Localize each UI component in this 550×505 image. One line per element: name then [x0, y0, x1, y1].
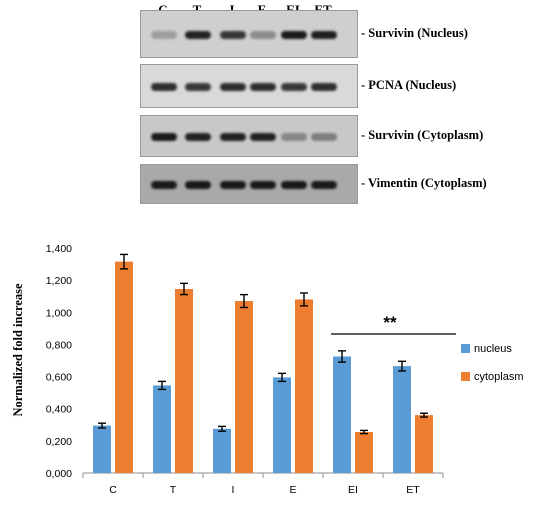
bar-cytoplasm-et	[415, 415, 433, 473]
legend-swatch-cytoplasm	[461, 372, 470, 381]
bar-nucleus-c	[93, 425, 111, 473]
blot-band	[220, 181, 246, 189]
y-tick-label: 0,200	[46, 436, 72, 448]
blot-band	[281, 31, 307, 39]
blot-band	[311, 83, 337, 91]
y-tick-label: 1,000	[46, 307, 72, 319]
bar-cytoplasm-i	[235, 301, 253, 473]
y-tick-label: 0,800	[46, 339, 72, 351]
y-axis-ticks: 0,000 0,200 0,400 0,600 0,800 1,000 1,200 1,400	[46, 243, 72, 480]
blot-band	[311, 133, 337, 141]
bar-nucleus-et	[393, 366, 411, 473]
blot-band	[281, 133, 307, 141]
blot-panel-1	[140, 10, 358, 58]
bar-nucleus-t	[153, 385, 171, 473]
blot-band	[185, 181, 211, 189]
y-axis-label: Normalized fold increase	[11, 283, 25, 417]
blot-band	[185, 83, 211, 91]
significance-marker: **	[383, 313, 397, 332]
lane-label-t: T	[182, 2, 212, 18]
y-tick-label: 0,600	[46, 372, 72, 384]
blot-panel-label-2: - PCNA (Nucleus)	[361, 78, 457, 92]
blot-band	[220, 83, 246, 91]
blot-panel-4	[140, 164, 358, 204]
blot-band	[250, 31, 276, 39]
blot-band	[185, 133, 211, 141]
bar-nucleus-ei	[333, 356, 351, 473]
blot-band	[281, 181, 307, 189]
bar-cytoplasm-c	[115, 261, 133, 473]
bar-cytoplasm-ei	[355, 432, 373, 473]
blot-panel-label-1: - Survivin (Nucleus)	[361, 26, 468, 40]
bar-nucleus-i	[213, 428, 231, 473]
y-tick-label: 1,200	[46, 275, 72, 287]
blot-band	[151, 83, 177, 91]
blot-band	[250, 181, 276, 189]
bars	[93, 253, 433, 473]
x-tick-label: E	[289, 484, 296, 496]
bar-chart: Normalized fold increase 0,000 0,200 0,400…	[11, 243, 524, 496]
blot-band	[220, 133, 246, 141]
legend: nucleus cytoplasm	[461, 343, 524, 383]
blot-band	[220, 31, 246, 39]
blot-band	[151, 133, 177, 141]
lane-label-e: E	[247, 2, 277, 18]
blot-panel-label-4: - Vimentin (Cytoplasm)	[361, 176, 487, 190]
x-axis-ticks: C T I E EI ET	[82, 473, 444, 496]
blot-band	[311, 31, 337, 39]
x-tick-label: EI	[348, 484, 358, 496]
blot-panel-3	[140, 115, 358, 157]
blot-band	[281, 83, 307, 91]
legend-label-nucleus: nucleus	[474, 343, 512, 355]
blot-band	[250, 83, 276, 91]
lane-label-c: C	[148, 2, 178, 18]
blot-band	[311, 181, 337, 189]
x-tick-label: C	[109, 484, 117, 496]
legend-label-cytoplasm: cytoplasm	[474, 371, 524, 383]
blot-band	[250, 133, 276, 141]
y-tick-label: 0,400	[46, 404, 72, 416]
lane-label-i: I	[217, 2, 247, 18]
blot-band	[151, 181, 177, 189]
bar-cytoplasm-e	[295, 299, 313, 473]
bar-cytoplasm-t	[175, 288, 193, 473]
legend-swatch-nucleus	[461, 344, 470, 353]
x-tick-label: T	[170, 484, 177, 496]
blot-band	[185, 31, 211, 39]
blot-panel-2	[140, 64, 358, 108]
y-tick-label: 1,400	[46, 243, 72, 255]
blot-panel-label-3: - Survivin (Cytoplasm)	[361, 128, 484, 142]
x-tick-label: I	[232, 484, 235, 496]
bar-nucleus-e	[273, 377, 291, 473]
y-tick-label: 0,000	[46, 468, 72, 480]
blot-band	[151, 31, 177, 39]
x-tick-label: ET	[406, 484, 420, 496]
